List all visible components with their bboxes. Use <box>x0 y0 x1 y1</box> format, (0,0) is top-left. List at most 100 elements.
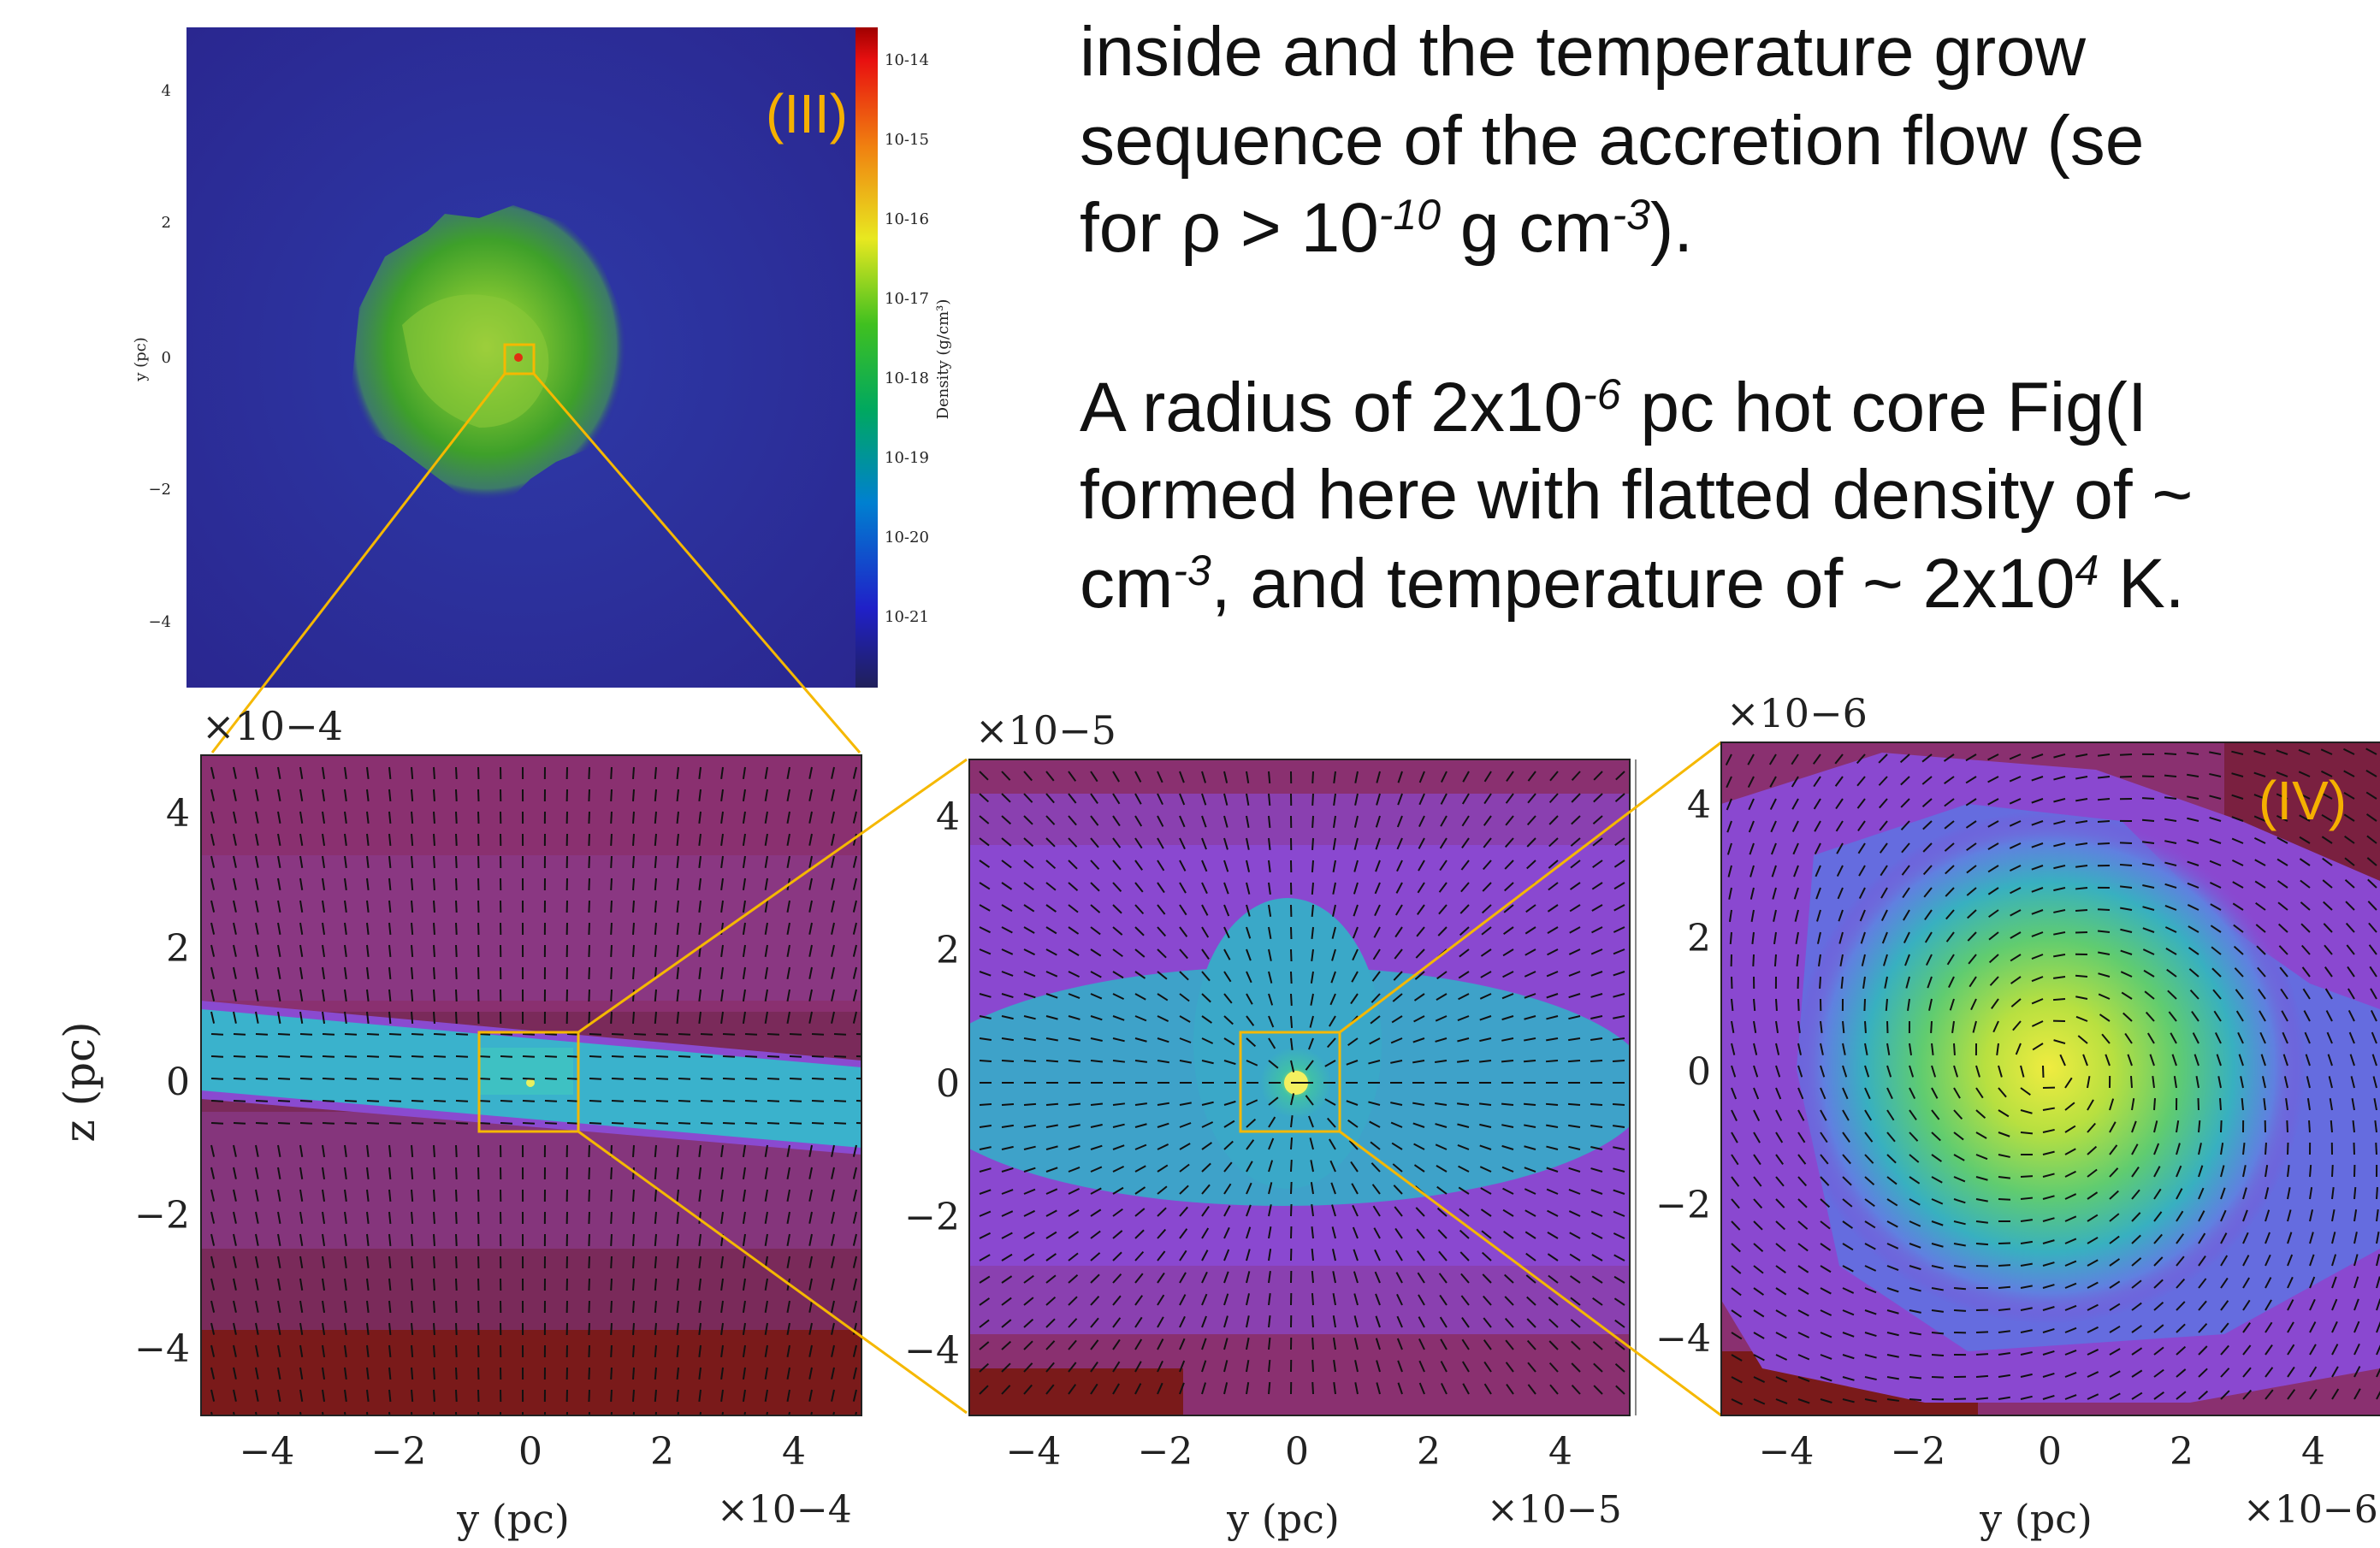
velocity-vector <box>1568 1210 1581 1217</box>
velocity-vector <box>1223 837 1228 850</box>
velocity-vector <box>1886 1109 1895 1121</box>
top-y-tick: 2 <box>162 214 171 232</box>
velocity-vector <box>1068 1252 1079 1261</box>
velocity-vector <box>255 1367 259 1380</box>
velocity-vector <box>1068 1166 1080 1173</box>
velocity-vector <box>1332 1338 1336 1350</box>
velocity-vector <box>764 1300 768 1313</box>
velocity-vector <box>1953 1176 1966 1183</box>
velocity-vector <box>1570 1319 1581 1328</box>
velocity-vector <box>388 1033 402 1036</box>
velocity-vector <box>1353 1293 1359 1306</box>
velocity-vector <box>210 1078 224 1080</box>
middle-x-ticks: −4 −2 0 2 4 <box>1006 1430 1572 1474</box>
velocity-vector <box>1525 1274 1536 1284</box>
velocity-vector <box>1112 882 1122 893</box>
velocity-vector <box>1045 1362 1055 1373</box>
velocity-vector <box>277 1233 281 1246</box>
velocity-vector <box>299 1322 304 1335</box>
velocity-vector <box>610 1278 613 1291</box>
velocity-vector <box>322 1411 324 1415</box>
top-y-tick: 4 <box>162 82 171 100</box>
velocity-vector <box>1329 1160 1336 1173</box>
velocity-vector <box>2220 1300 2229 1311</box>
velocity-vector <box>654 877 657 891</box>
velocity-vector <box>2301 966 2311 978</box>
velocity-vector <box>1332 815 1336 828</box>
velocity-vector <box>1943 753 1955 762</box>
velocity-vector <box>2153 1120 2158 1133</box>
velocity-vector <box>2198 1390 2209 1400</box>
velocity-vector <box>322 789 326 801</box>
velocity-vector <box>2119 863 2133 866</box>
velocity-vector <box>433 966 435 980</box>
velocity-vector <box>2187 839 2199 844</box>
velocity-vector <box>1311 1203 1314 1217</box>
velocity-vector <box>1948 976 1955 989</box>
velocity-vector <box>1393 971 1403 981</box>
velocity-vector <box>322 811 326 824</box>
velocity-vector <box>808 833 813 846</box>
velocity-vector <box>1090 815 1099 826</box>
right-x-tick: 4 <box>2301 1430 2325 1474</box>
panel-label-iv: (IV) <box>2259 770 2347 831</box>
velocity-vector <box>2053 1039 2066 1044</box>
velocity-vector <box>2192 1032 2199 1044</box>
velocity-vector <box>2176 1188 2183 1200</box>
velocity-vector <box>1437 926 1448 936</box>
velocity-vector <box>1418 1360 1425 1373</box>
velocity-vector <box>299 989 304 1001</box>
velocity-vector <box>2170 1032 2177 1044</box>
velocity-vector <box>720 855 724 869</box>
velocity-vector <box>1461 1316 1470 1328</box>
velocity-vector <box>720 944 724 958</box>
velocity-vector <box>1864 1043 1868 1055</box>
velocity-vector <box>299 1055 313 1058</box>
velocity-vector <box>344 811 347 824</box>
velocity-vector <box>2186 752 2199 755</box>
velocity-vector <box>233 1100 246 1102</box>
velocity-vector <box>1001 1232 1013 1239</box>
velocity-vector <box>1992 1020 1999 1033</box>
velocity-vector <box>2350 1076 2355 1089</box>
velocity-vector <box>2176 1323 2186 1333</box>
velocity-vector <box>1157 815 1164 827</box>
velocity-vector <box>1157 860 1165 871</box>
velocity-vector <box>388 1411 391 1415</box>
velocity-vector <box>811 1100 825 1102</box>
velocity-vector <box>366 900 370 913</box>
velocity-vector <box>1775 1109 1783 1121</box>
velocity-vector <box>233 1344 237 1357</box>
velocity-vector <box>1268 948 1272 961</box>
velocity-vector <box>1525 1209 1536 1217</box>
velocity-vector <box>210 989 216 1001</box>
velocity-vector <box>1390 1060 1403 1064</box>
velocity-vector <box>233 1389 237 1402</box>
velocity-vector <box>1112 948 1123 958</box>
velocity-vector <box>1953 1109 1963 1120</box>
velocity-vector <box>2324 944 2333 955</box>
velocity-vector <box>1842 1109 1850 1121</box>
velocity-vector <box>2209 751 2222 755</box>
velocity-vector <box>1945 865 1955 875</box>
velocity-vector <box>411 1167 414 1180</box>
velocity-vector <box>1418 860 1425 871</box>
velocity-vector <box>720 1278 724 1291</box>
velocity-vector <box>654 789 657 802</box>
velocity-vector <box>698 1300 702 1314</box>
velocity-vector <box>210 1322 216 1335</box>
velocity-vector <box>1045 1384 1055 1395</box>
velocity-vector <box>1438 904 1448 915</box>
velocity-vector <box>979 904 991 912</box>
velocity-vector <box>500 1122 513 1125</box>
velocity-vector <box>2053 776 2066 781</box>
velocity-vector <box>1290 1159 1293 1173</box>
velocity-vector <box>299 1344 304 1357</box>
velocity-vector <box>2257 966 2266 978</box>
velocity-vector <box>233 944 237 957</box>
velocity-vector <box>1965 820 1977 829</box>
velocity-vector <box>1944 842 1955 852</box>
velocity-vector <box>210 1278 216 1291</box>
velocity-vector <box>1842 1309 1855 1316</box>
left-y-ticks: 4 2 0 −2 −4 <box>134 792 190 1371</box>
